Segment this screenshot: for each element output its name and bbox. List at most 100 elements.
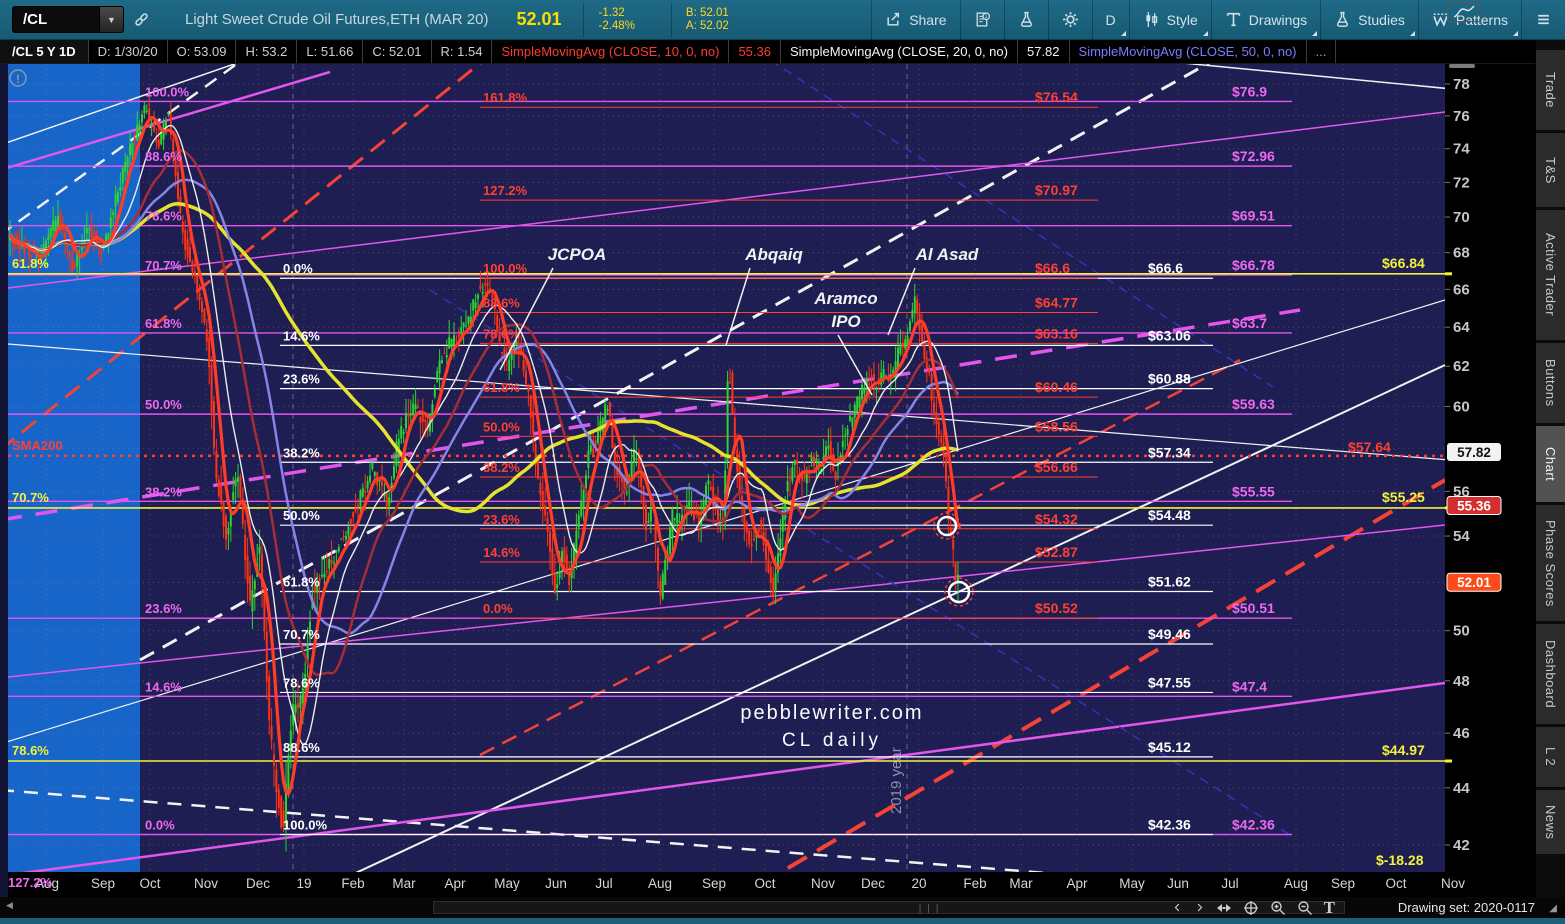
step-back-icon[interactable] bbox=[1172, 902, 1183, 913]
chart-label: 70.7% bbox=[145, 258, 182, 273]
zoom-in-icon[interactable] bbox=[1270, 900, 1286, 916]
x-axis-label: Dec bbox=[861, 876, 885, 891]
sma_mid-curve[interactable] bbox=[8, 149, 960, 677]
annotation-text[interactable]: IPO bbox=[831, 312, 860, 331]
sma10-axis-badge: 55.36 bbox=[1446, 495, 1502, 515]
style-button[interactable]: Style bbox=[1128, 0, 1211, 40]
y-axis-tick: 50 bbox=[1453, 623, 1470, 640]
chart-label: 88.6% bbox=[283, 740, 320, 755]
trendline-red[interactable] bbox=[8, 64, 540, 450]
scrollbar-grip[interactable]: ❘❘❘ bbox=[916, 903, 942, 913]
axis-scroll-nub[interactable] bbox=[1449, 64, 1475, 68]
sma20-curve[interactable] bbox=[9, 124, 959, 746]
sidebar-tab-news[interactable]: News bbox=[1536, 790, 1565, 854]
drawing-set-label[interactable]: Drawing set: 2020-0117 bbox=[1397, 900, 1535, 915]
studies-button[interactable]: Studies bbox=[1320, 0, 1418, 40]
trendline-white[interactable] bbox=[139, 64, 1250, 662]
open-value: O: 53.09 bbox=[168, 40, 237, 63]
sidebar-tab-t-s[interactable]: T&S bbox=[1536, 133, 1565, 207]
resize-grip-icon[interactable]: ◢ bbox=[1549, 903, 1557, 914]
trendline-navy[interactable] bbox=[690, 64, 1274, 388]
annotation-text[interactable]: Abqaiq bbox=[744, 245, 803, 264]
sidebar-tab-phase-scores[interactable]: Phase Scores bbox=[1536, 505, 1565, 621]
trendline-white[interactable] bbox=[8, 64, 245, 235]
trendline-red[interactable] bbox=[479, 358, 1241, 757]
trendline-white[interactable] bbox=[330, 364, 1445, 885]
trendline-white[interactable] bbox=[8, 343, 1450, 461]
step-fwd-icon[interactable] bbox=[1194, 902, 1205, 913]
chart-label: 0.0% bbox=[483, 601, 513, 616]
time-scrollbar[interactable]: ❘❘❘ bbox=[433, 901, 1345, 914]
button-label: Share bbox=[909, 11, 947, 28]
trendline-red[interactable] bbox=[700, 478, 1445, 897]
chart-label: $64.77 bbox=[1035, 294, 1078, 310]
marker-circle[interactable] bbox=[936, 515, 958, 537]
bid-value: B: 52.01 bbox=[685, 6, 729, 19]
chart-label: 88.6% bbox=[145, 149, 182, 164]
sidebar-tab-trade[interactable]: Trade bbox=[1536, 50, 1565, 130]
chart-label: 78.6% bbox=[283, 675, 320, 690]
chart-label: $66.6 bbox=[1035, 260, 1070, 276]
chart-label: $47.55 bbox=[1148, 674, 1191, 690]
chart-settings-button[interactable] bbox=[1047, 0, 1092, 40]
plot-area[interactable]: 2019 year bbox=[8, 64, 1535, 897]
trendline-navy[interactable] bbox=[429, 289, 1291, 836]
sidebar-tab-label: Phase Scores bbox=[1543, 519, 1558, 607]
sma10-value: 55.36 bbox=[729, 40, 781, 63]
text-tool-icon[interactable]: T bbox=[1323, 898, 1335, 917]
chart-label: 61.8% bbox=[283, 574, 320, 589]
chart-menu-button[interactable] bbox=[1521, 0, 1565, 40]
sidebar-tab-active-trader[interactable]: Active Trader bbox=[1536, 210, 1565, 340]
chart-type-icon[interactable] bbox=[1447, 2, 1481, 22]
chart-label: $55.25 bbox=[1382, 489, 1425, 505]
pan-icon[interactable] bbox=[1216, 900, 1232, 916]
sma10-legend[interactable]: SimpleMovingAvg (CLOSE, 10, 0, no) bbox=[492, 40, 730, 63]
trendline-magenta[interactable] bbox=[8, 70, 331, 170]
sidebar-tab-label: Dashboard bbox=[1543, 639, 1558, 709]
patterns-button[interactable]: Patterns bbox=[1417, 0, 1521, 40]
scroll-left-arrow[interactable]: ◀ bbox=[6, 900, 13, 910]
annotation-text[interactable]: JCPOA bbox=[548, 245, 607, 264]
sidebar-tab-l-2[interactable]: L 2 bbox=[1536, 727, 1565, 787]
drawings-button[interactable]: Drawings bbox=[1210, 0, 1320, 40]
chart-label: $63.7 bbox=[1232, 315, 1267, 331]
x-axis-label: Aug bbox=[648, 876, 672, 891]
chart-label: 23.6% bbox=[283, 372, 320, 387]
chart-label: 78.6% bbox=[145, 209, 182, 224]
svg-text:!: ! bbox=[16, 72, 20, 86]
sma10-curve[interactable] bbox=[8, 115, 960, 796]
timeframe-button[interactable]: D bbox=[1091, 0, 1129, 40]
link-symbol-button[interactable] bbox=[124, 0, 159, 40]
marker-circle-outline[interactable] bbox=[944, 577, 974, 607]
symbol-dropdown[interactable]: ▼ bbox=[99, 7, 123, 32]
analysis-note-button[interactable] bbox=[959, 0, 1004, 40]
trendline-white[interactable] bbox=[8, 789, 1450, 897]
sma50-curve[interactable] bbox=[8, 178, 960, 635]
share-button[interactable]: Share bbox=[871, 0, 959, 40]
price-chart-canvas[interactable]: 2019 year pebblewriter.com CL daily! 78 76 74… bbox=[8, 64, 1535, 897]
time-axis[interactable]: Aug Sep Oct Nov Dec 19 Feb Mar Apr May Jun Jul Aug Se… bbox=[8, 872, 1465, 897]
sma20-legend[interactable]: SimpleMovingAvg (CLOSE, 20, 0, no) bbox=[781, 40, 1018, 63]
sma50-legend[interactable]: SimpleMovingAvg (CLOSE, 50, 0, no) bbox=[1070, 40, 1307, 63]
symbol-input[interactable]: /CL ▼ bbox=[12, 6, 124, 33]
quick-study-button[interactable] bbox=[1003, 0, 1048, 40]
chart-left-margin bbox=[0, 64, 8, 897]
annotation-text[interactable]: Al Asad bbox=[915, 245, 979, 264]
x-axis-label: Apr bbox=[1066, 876, 1088, 891]
zoom-out-icon[interactable] bbox=[1297, 900, 1313, 916]
annotation-text[interactable]: Aramco bbox=[813, 289, 877, 308]
trendline-magenta[interactable] bbox=[8, 524, 1445, 678]
marker-circle[interactable] bbox=[947, 580, 971, 604]
chart-nav-icons: T bbox=[1172, 898, 1335, 917]
sidebar-tab-buttons[interactable]: Buttons bbox=[1536, 343, 1565, 423]
move-icon[interactable] bbox=[1243, 900, 1259, 916]
trendline-white[interactable] bbox=[8, 64, 240, 145]
x-axis-label: Oct bbox=[754, 876, 775, 891]
sidebar-tab-chart[interactable]: Chart bbox=[1536, 426, 1565, 502]
marker-circle-outline[interactable] bbox=[933, 512, 961, 540]
trendline-white[interactable] bbox=[1100, 64, 1535, 97]
price-axis[interactable]: 787674727068666462605654504846444257.825… bbox=[1445, 64, 1535, 897]
sidebar-tab-dashboard[interactable]: Dashboard bbox=[1536, 624, 1565, 724]
trendline-magenta[interactable] bbox=[8, 681, 1445, 875]
symbol-value: /CL bbox=[23, 11, 48, 28]
